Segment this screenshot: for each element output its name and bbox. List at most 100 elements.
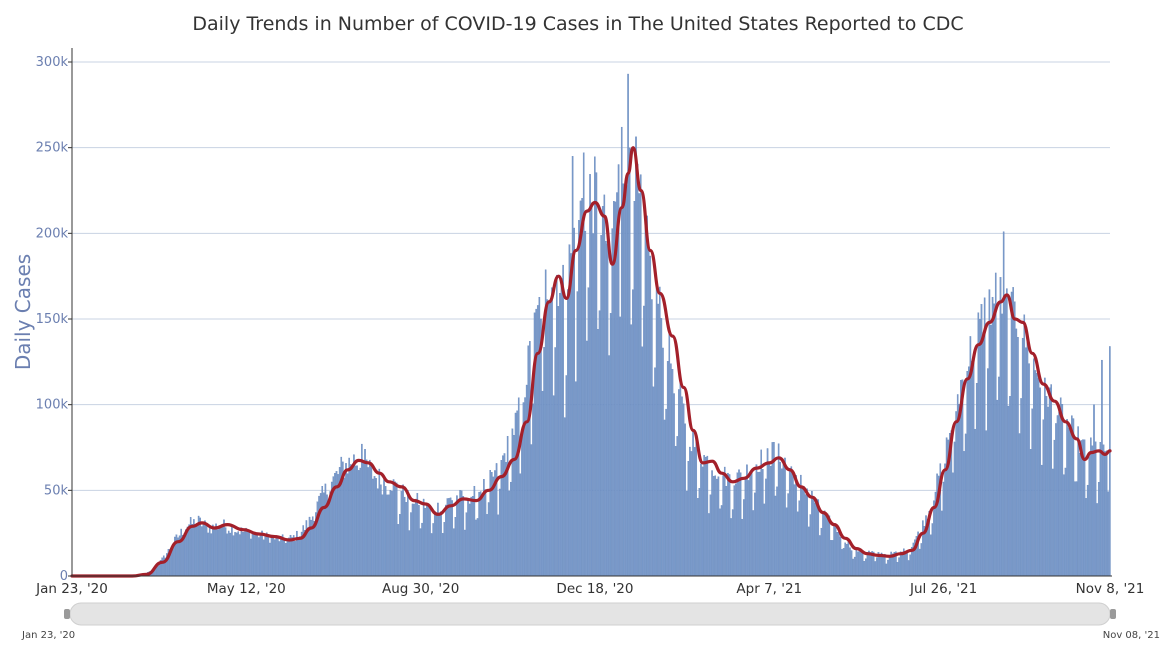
- bar: [996, 399, 999, 577]
- bar: [1099, 442, 1102, 577]
- bar: [543, 347, 545, 577]
- bar: [1058, 411, 1060, 577]
- bar: [774, 495, 777, 577]
- bar: [213, 528, 216, 577]
- bar: [297, 539, 300, 577]
- bar: [1047, 406, 1049, 577]
- bar: [725, 485, 728, 577]
- bar: [1018, 433, 1021, 577]
- bar: [825, 516, 827, 577]
- bar: [1036, 373, 1038, 577]
- bar: [430, 533, 433, 577]
- bar: [687, 461, 690, 577]
- bar: [769, 465, 772, 577]
- bar: [749, 473, 751, 577]
- bar: [882, 556, 885, 577]
- bar: [307, 527, 309, 577]
- x-tick-label-3: Dec 18, '20: [556, 581, 633, 597]
- bar: [460, 490, 463, 577]
- bar: [1077, 426, 1079, 577]
- bar: [375, 478, 377, 577]
- bar: [481, 494, 484, 577]
- bar: [1101, 359, 1103, 577]
- bar: [831, 540, 834, 577]
- bar: [273, 539, 276, 577]
- bar: [879, 554, 881, 577]
- bar: [533, 312, 536, 577]
- bar: [391, 490, 393, 577]
- bar: [842, 548, 845, 577]
- bar: [692, 431, 694, 577]
- bar: [955, 411, 957, 577]
- bar: [254, 533, 257, 577]
- bar: [413, 503, 415, 577]
- bar: [535, 308, 537, 577]
- bar: [565, 375, 568, 577]
- bar: [788, 468, 791, 577]
- bar: [1071, 415, 1073, 577]
- bar: [319, 493, 322, 577]
- bar: [628, 147, 631, 577]
- bar: [1045, 396, 1048, 577]
- bar: [235, 532, 238, 577]
- bar: [714, 475, 717, 577]
- bar: [277, 536, 279, 577]
- bar: [242, 532, 244, 577]
- bar: [655, 287, 658, 577]
- bar: [440, 511, 442, 577]
- range-navigator[interactable]: Jan 23, '20 Nov 08, '21: [21, 602, 1160, 641]
- bar: [796, 511, 799, 577]
- bar: [589, 174, 591, 577]
- navigator-handle-right[interactable]: [1110, 609, 1116, 619]
- bar: [730, 518, 732, 577]
- bar: [367, 467, 369, 577]
- bar: [324, 483, 327, 577]
- bar: [215, 523, 217, 577]
- bar: [964, 433, 967, 577]
- bar: [218, 527, 221, 577]
- bar: [785, 507, 788, 577]
- bar: [459, 490, 461, 577]
- bar: [901, 553, 904, 577]
- bar: [259, 535, 262, 577]
- bar: [999, 277, 1002, 577]
- bar: [364, 449, 366, 577]
- bar: [657, 303, 659, 577]
- bar: [803, 486, 805, 577]
- bar: [492, 476, 495, 577]
- bar: [464, 529, 466, 577]
- bar: [467, 500, 469, 577]
- bar: [525, 384, 528, 577]
- bar: [716, 478, 718, 577]
- x-tick-label-0: Jan 23, '20: [35, 581, 108, 597]
- navigator-handle-left[interactable]: [64, 609, 70, 619]
- bar: [723, 466, 726, 577]
- bar: [820, 527, 823, 577]
- bar: [186, 526, 189, 577]
- bar: [942, 481, 945, 577]
- bar: [243, 531, 246, 577]
- bar: [766, 448, 769, 577]
- bar: [286, 539, 289, 577]
- seven-day-average-line: [70, 146, 1112, 578]
- bar: [426, 505, 428, 577]
- bar: [590, 202, 593, 577]
- bar: [904, 552, 907, 577]
- bar: [1088, 456, 1091, 577]
- y-tick-label-1: 50k: [44, 483, 69, 498]
- x-tick-label-1: May 12, '20: [207, 581, 286, 597]
- bar: [513, 435, 515, 577]
- axes: [71, 48, 1112, 577]
- bar: [731, 509, 734, 577]
- bar: [240, 527, 243, 577]
- bar: [1085, 498, 1087, 577]
- bar: [245, 527, 247, 577]
- navigator-track[interactable]: [69, 602, 1111, 626]
- bar: [201, 526, 203, 577]
- bar: [750, 470, 753, 577]
- bar: [847, 541, 850, 577]
- x-tick-label-4: Apr 7, '21: [736, 581, 802, 597]
- bar: [654, 367, 656, 577]
- bar: [275, 535, 278, 577]
- bar: [351, 467, 354, 577]
